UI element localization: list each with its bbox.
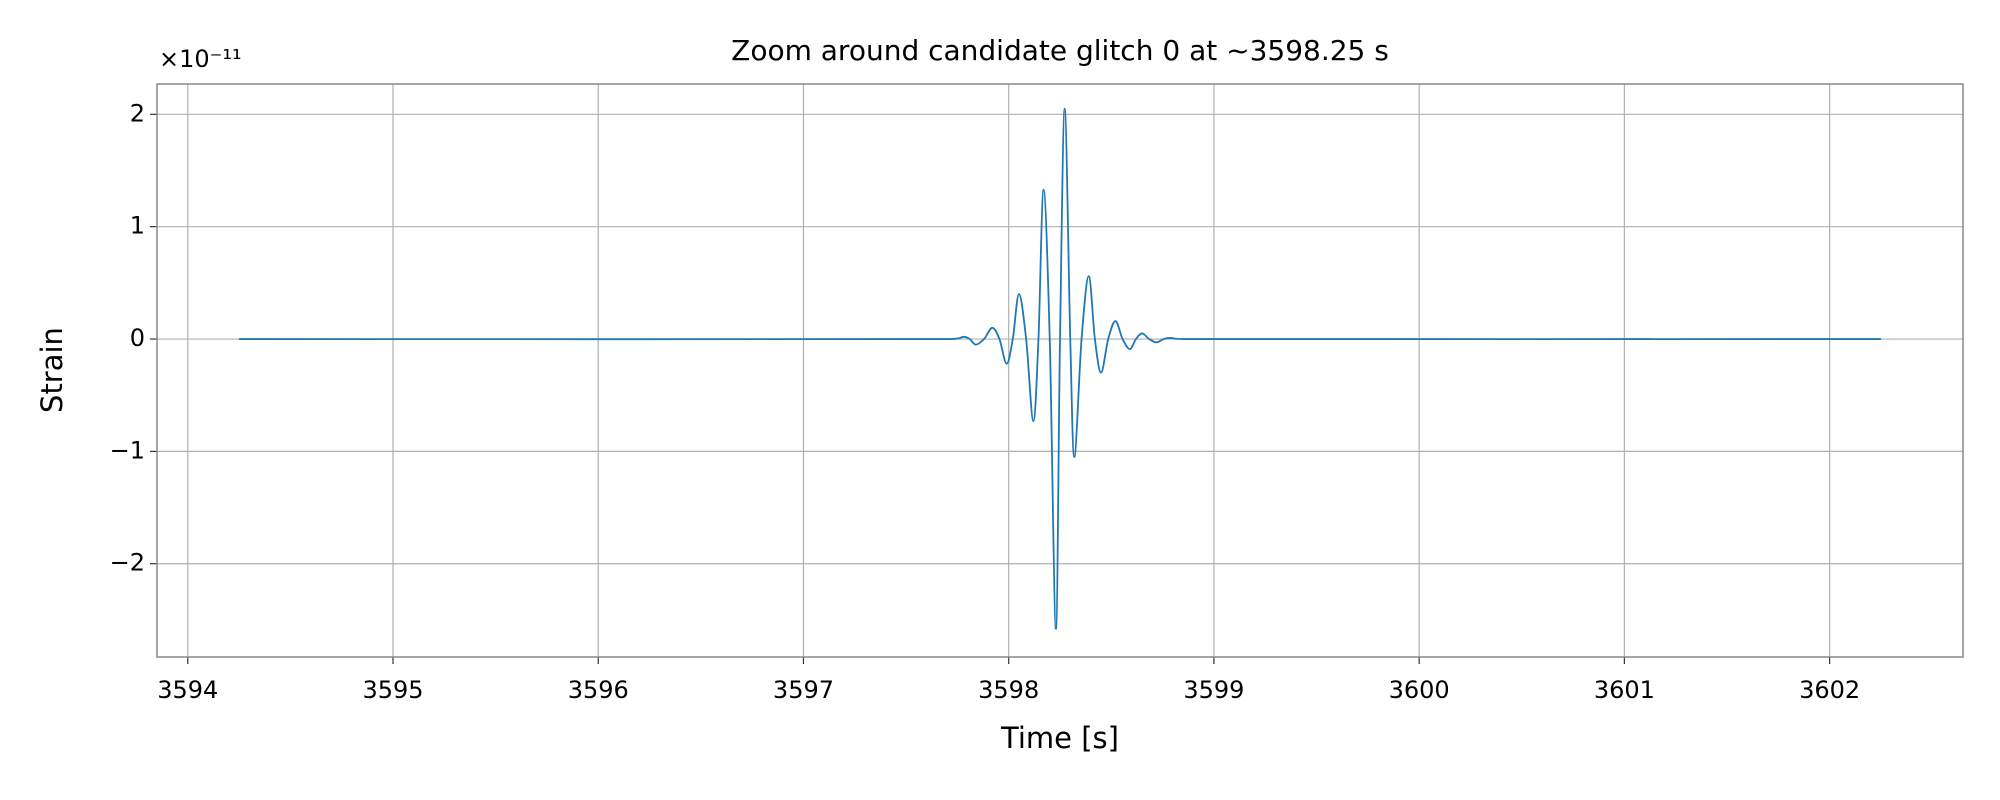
x-tick-label: 3596 [568,676,629,704]
y-tick-label: 1 [130,212,145,240]
plot-frame [156,83,1964,658]
x-tick-label: 3602 [1799,676,1860,704]
y-tick-label: 2 [130,99,145,127]
y-tick-label: −2 [110,549,145,577]
y-tick-label: −1 [110,436,145,464]
data-line [239,107,1881,630]
x-tick-label: 3598 [978,676,1039,704]
x-tick-label: 3594 [157,676,218,704]
x-axis-label: Time [s] [1000,721,1119,755]
x-tick-label: 3597 [773,676,834,704]
x-tick-label: 3599 [1183,676,1244,704]
y-tick-label: 0 [130,324,145,352]
x-tick-label: 3601 [1594,676,1655,704]
x-tick-label: 3595 [362,676,423,704]
x-tick-label: 3600 [1389,676,1450,704]
chart-title: Zoom around candidate glitch 0 at ~3598.… [731,34,1389,67]
y-axis-label: Strain [35,327,69,413]
y-multiplier: ×10⁻¹¹ [159,45,242,73]
